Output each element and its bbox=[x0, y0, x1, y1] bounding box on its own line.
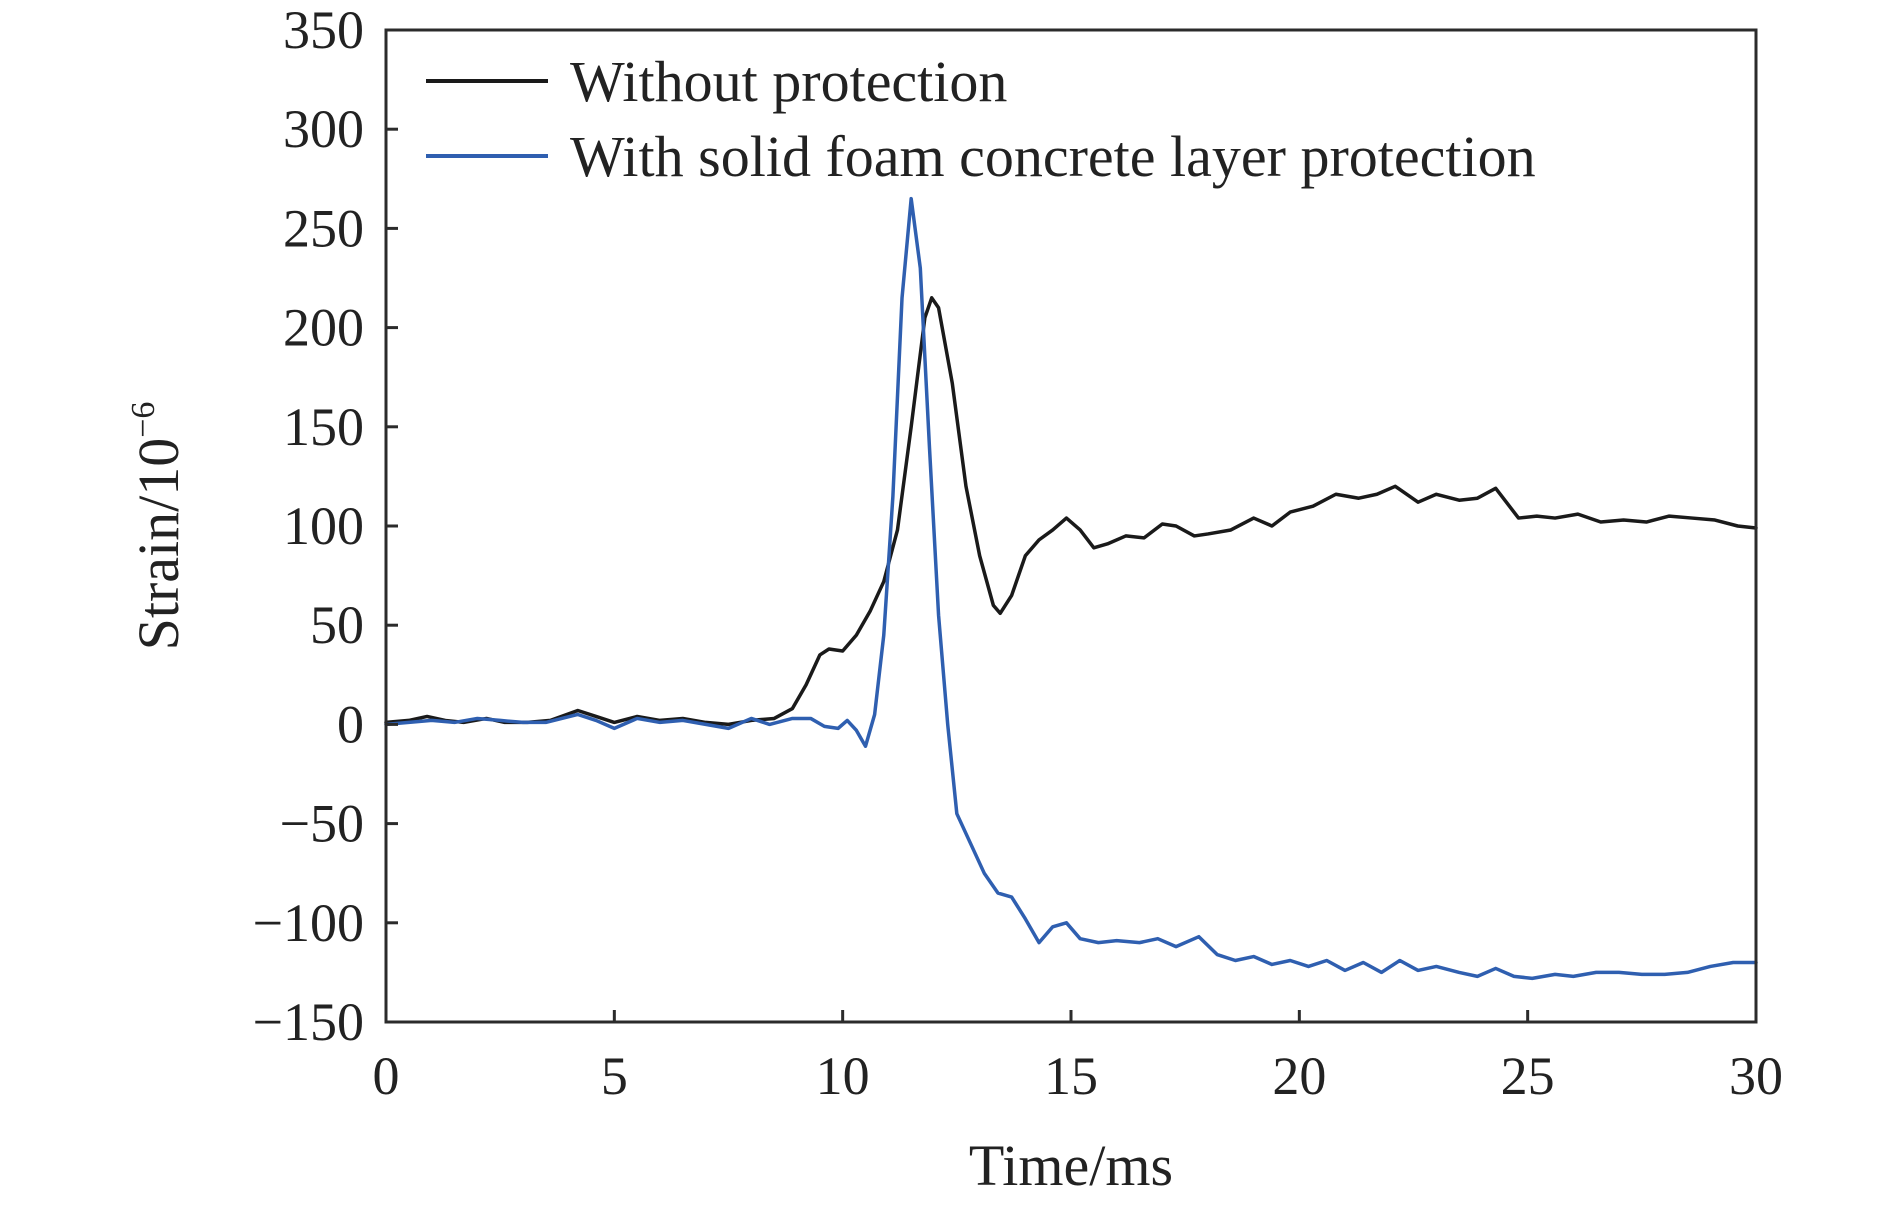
x-tick-label: 0 bbox=[373, 1046, 400, 1106]
y-axis-title: Strain/10−6 bbox=[125, 402, 191, 651]
y-tick-label: −50 bbox=[280, 794, 364, 854]
legend-label-without-protection: Without protection bbox=[570, 49, 1007, 114]
series-line-with-foam-concrete bbox=[384, 196, 1758, 981]
x-tick-label: 10 bbox=[816, 1046, 870, 1106]
y-axis-title-exponent: −6 bbox=[125, 402, 162, 438]
x-axis-ticks: 0 5 10 15 20 25 30 bbox=[373, 1010, 1783, 1106]
y-tick-label: 200 bbox=[283, 298, 364, 358]
y-axis-title-base: Strain/10 bbox=[126, 438, 191, 651]
y-tick-label: −100 bbox=[253, 893, 364, 953]
legend: Without protection With solid foam concr… bbox=[426, 49, 1536, 189]
legend-label-with-foam-concrete: With solid foam concrete layer protectio… bbox=[570, 124, 1536, 189]
x-axis-title: Time/ms bbox=[969, 1133, 1173, 1198]
y-tick-label: 350 bbox=[283, 0, 364, 60]
x-tick-label: 30 bbox=[1729, 1046, 1783, 1106]
y-tick-label: −150 bbox=[253, 992, 364, 1052]
series-layer bbox=[384, 196, 1758, 981]
y-tick-label: 100 bbox=[283, 496, 364, 556]
y-tick-label: 150 bbox=[283, 397, 364, 457]
x-tick-label: 20 bbox=[1272, 1046, 1326, 1106]
x-tick-label: 25 bbox=[1501, 1046, 1555, 1106]
y-tick-label: 250 bbox=[283, 198, 364, 258]
x-tick-label: 5 bbox=[601, 1046, 628, 1106]
plot-frame bbox=[384, 28, 1758, 1024]
y-tick-label: 300 bbox=[283, 99, 364, 159]
y-axis-ticks: 350 300 250 200 150 100 50 0 −50 −100 −150 bbox=[253, 0, 398, 1052]
x-tick-label: 15 bbox=[1044, 1046, 1098, 1106]
series-line-without-protection bbox=[384, 296, 1758, 727]
y-tick-label: 0 bbox=[337, 694, 364, 754]
y-tick-label: 50 bbox=[310, 595, 364, 655]
